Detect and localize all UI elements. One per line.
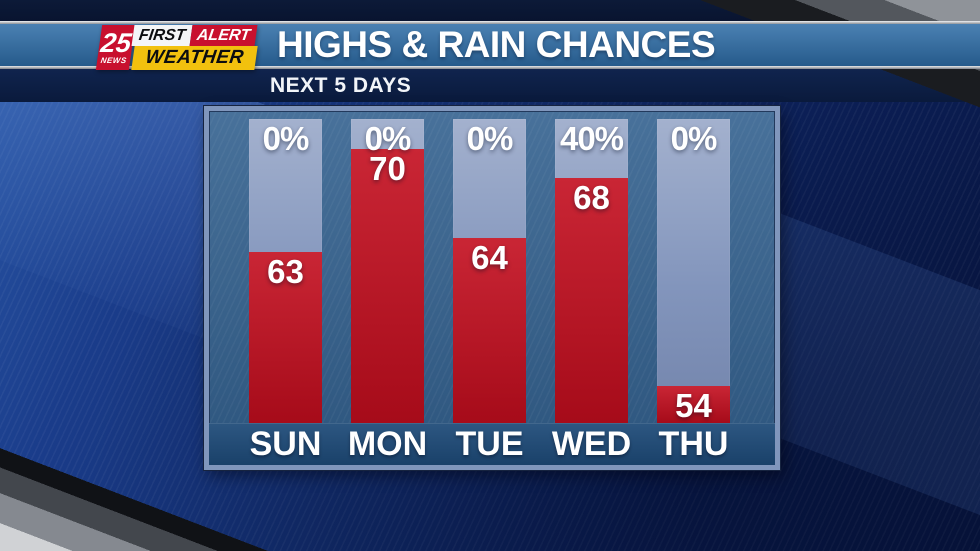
header-band: 25 NEWS FIRST ALERT WEATHER HIGHS & RAIN… xyxy=(0,24,980,70)
high-temp-bar xyxy=(453,238,526,423)
chart-columns: 0% 63 0% 70 0% 64 40% 68 0% 54 xyxy=(209,111,775,423)
rain-track xyxy=(351,119,424,423)
rain-chance-label: 0% xyxy=(670,120,718,157)
first-alert-row: FIRST ALERT xyxy=(131,25,258,46)
high-temp-label: 63 xyxy=(267,253,304,290)
rain-chance-label: 0% xyxy=(262,120,310,157)
day-label: MON xyxy=(347,425,428,463)
chart-subtitle: NEXT 5 DAYS xyxy=(270,74,412,97)
high-temp-label: 70 xyxy=(369,150,406,187)
rain-chance-label: 40% xyxy=(559,120,624,157)
day-label-band: SUN MON TUE WED THU xyxy=(209,423,775,465)
day-label: WED xyxy=(551,425,632,463)
brand-weather-label: WEATHER xyxy=(131,46,258,70)
station-logo-wordmark: FIRST ALERT WEATHER xyxy=(131,25,258,70)
high-temp-label: 68 xyxy=(573,179,610,216)
station-logo-25-news: 25 NEWS xyxy=(95,25,136,70)
chart-title: HIGHS & RAIN CHANCES xyxy=(277,24,716,65)
day-column: 40% 68 xyxy=(555,111,628,423)
brand-first-label: FIRST xyxy=(131,25,193,46)
day-column: 0% 54 xyxy=(657,111,730,423)
rain-track xyxy=(249,119,322,423)
high-temp-bar xyxy=(351,149,424,423)
high-temp-bar xyxy=(657,386,730,423)
rain-track xyxy=(657,119,730,423)
high-temp-bar xyxy=(555,178,628,423)
top-divider-line xyxy=(0,21,980,24)
day-column: 0% 64 xyxy=(453,111,526,423)
rain-chance-label: 0% xyxy=(466,120,514,157)
rain-track xyxy=(555,119,628,423)
rain-track xyxy=(453,119,526,423)
station-news-label: NEWS xyxy=(100,56,128,65)
rain-chance-label: 0% xyxy=(364,120,412,157)
high-temp-label: 54 xyxy=(675,387,712,424)
day-label: THU xyxy=(658,425,729,463)
station-logo: 25 NEWS FIRST ALERT WEATHER xyxy=(95,25,258,70)
day-column: 0% 70 xyxy=(351,111,424,423)
day-label: SUN xyxy=(249,425,322,463)
brand-alert-label: ALERT xyxy=(189,25,258,46)
header-bottom-divider-line xyxy=(0,66,980,69)
chart-panel: 0% 63 0% 70 0% 64 40% 68 0% 54 SUN MON TUE WED THU xyxy=(204,106,780,470)
high-temp-bar xyxy=(249,252,322,423)
high-temp-label: 64 xyxy=(471,239,508,276)
day-column: 0% 63 xyxy=(249,111,322,423)
station-number: 25 xyxy=(98,28,134,58)
day-label: TUE xyxy=(455,425,524,463)
